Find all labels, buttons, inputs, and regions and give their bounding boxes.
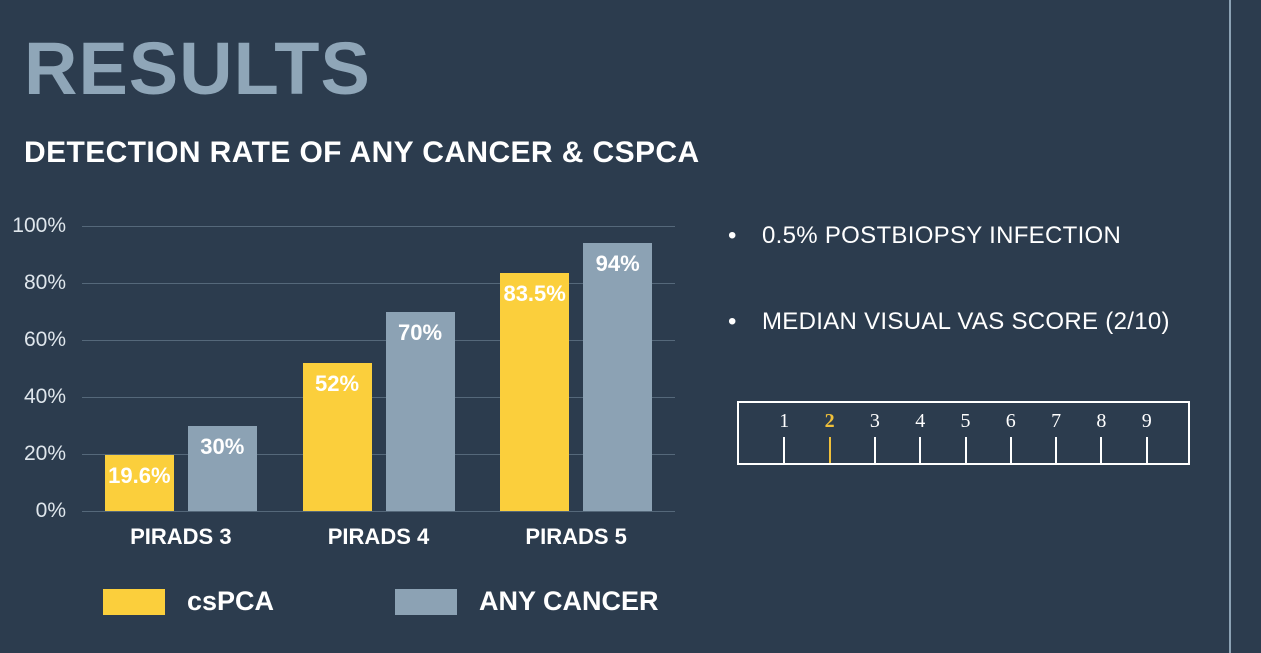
bullet-list: • 0.5% POSTBIOPSY INFECTION • MEDIAN VISUAL…	[728, 222, 1228, 394]
y-axis: 0% 20% 40% 60% 80% 100%	[0, 214, 74, 522]
vas-number: 6	[1005, 410, 1016, 432]
vas-tick	[783, 437, 786, 463]
chart-legend: csPCA ANY CANCER	[0, 586, 700, 626]
bar: 70%	[385, 311, 455, 511]
x-axis: PIRADS 3 PIRADS 4 PIRADS 5	[82, 524, 675, 564]
bullet-item: • 0.5% POSTBIOPSY INFECTION	[728, 222, 1228, 250]
vas-number: 4	[915, 410, 926, 432]
vas-mark: 4	[915, 403, 925, 463]
vas-tick	[828, 437, 831, 463]
vas-mark: 7	[1051, 403, 1061, 463]
legend-swatch	[395, 588, 457, 615]
y-axis-tick-label: 80%	[23, 271, 66, 294]
vas-number: 3	[869, 410, 880, 432]
gridline	[82, 454, 675, 455]
vas-mark: 2	[825, 403, 835, 463]
y-axis-tick-label: 100%	[12, 214, 66, 237]
vas-mark: 6	[1006, 403, 1016, 463]
vas-mark: 3	[870, 403, 880, 463]
legend-label: ANY CANCER	[479, 586, 659, 616]
vas-tick	[873, 437, 876, 463]
y-axis-tick-label: 40%	[23, 385, 66, 408]
bullet-text: MEDIAN VISUAL VAS SCORE (2/10)	[762, 308, 1170, 335]
legend-label: csPCA	[187, 586, 275, 616]
page-subtitle: DETECTION RATE OF ANY CANCER & CSPCA	[24, 136, 700, 169]
x-axis-tick-label: PIRADS 4	[327, 524, 430, 549]
y-axis-tick-label: 0%	[35, 499, 66, 522]
bullet-item: • MEDIAN VISUAL VAS SCORE (2/10)	[728, 308, 1228, 336]
bar-value-label: 52%	[314, 370, 360, 396]
bullet-text: 0.5% POSTBIOPSY INFECTION	[762, 222, 1122, 249]
vas-tick	[1100, 437, 1103, 463]
bar: 52%	[302, 362, 372, 511]
gridline	[82, 340, 675, 341]
vas-mark: 9	[1142, 403, 1152, 463]
plot-area: 19.6% 30% 52% 70% 83.5% 94%	[82, 226, 675, 512]
vas-number: 1	[779, 410, 790, 432]
bar: 30%	[187, 425, 257, 511]
gridline	[82, 397, 675, 398]
bar-value-label: 19.6%	[108, 463, 171, 489]
bar: 94%	[583, 243, 653, 511]
y-axis-tick-label: 20%	[23, 442, 66, 465]
vas-number: 8	[1096, 410, 1107, 432]
vas-number: 5	[960, 410, 971, 432]
bars-layer: 19.6% 30% 52% 70% 83.5% 94%	[82, 226, 675, 511]
bar-value-label: 70%	[397, 319, 443, 345]
bullet-dot-icon: •	[728, 222, 737, 249]
vas-number: 9	[1141, 410, 1152, 432]
x-axis-tick-label: PIRADS 5	[525, 524, 627, 549]
bullet-dot-icon: •	[728, 308, 737, 335]
legend-entry: ANY CANCER	[395, 586, 659, 617]
bar-chart: 0% 20% 40% 60% 80% 100% 19.6% 30% 52% 70% 83.5% 94…	[0, 214, 700, 634]
vas-tick	[964, 437, 967, 463]
vas-number: 7	[1051, 410, 1062, 432]
x-axis-tick-label: PIRADS 3	[130, 524, 232, 549]
gridline	[82, 226, 675, 227]
vas-number: 2	[824, 410, 835, 432]
bar-value-label: 94%	[595, 251, 640, 277]
vas-tick	[1145, 437, 1148, 463]
vas-tick	[1009, 437, 1012, 463]
bar-value-label: 83.5%	[503, 281, 566, 307]
bar-value-label: 30%	[200, 433, 245, 459]
gridline	[82, 283, 675, 284]
vas-mark: 1	[779, 403, 789, 463]
legend-entry: csPCA	[103, 586, 274, 617]
gridline	[82, 511, 675, 512]
vas-scale: 1 2 3 4 5 6 7 8 9	[737, 401, 1190, 465]
slide-right-rule	[1229, 0, 1231, 653]
vas-tick	[1055, 437, 1058, 463]
vas-tick	[919, 437, 922, 463]
y-axis-tick-label: 60%	[23, 328, 66, 351]
vas-mark: 8	[1096, 403, 1106, 463]
legend-swatch	[103, 588, 165, 615]
bar: 19.6%	[104, 455, 174, 511]
bar: 83.5%	[500, 273, 570, 511]
page-title: RESULTS	[24, 27, 371, 110]
vas-mark: 5	[961, 403, 971, 463]
